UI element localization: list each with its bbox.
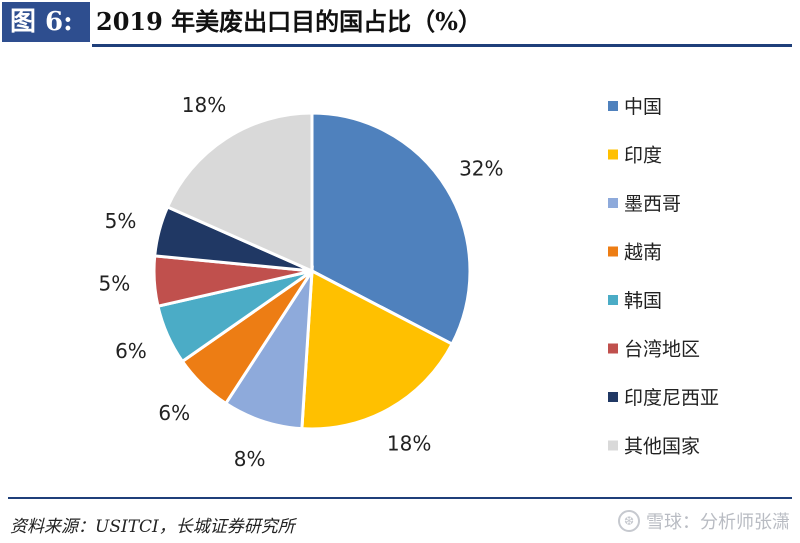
pie-percent-label: 18% <box>387 432 431 456</box>
pie-percent-label: 5% <box>99 272 131 296</box>
header: 图 6: 2019 年美废出口目的国占比（%） <box>0 0 800 48</box>
pie-percent-label: 6% <box>158 401 190 425</box>
pie-slice-8 <box>165 111 314 274</box>
pie-percent-label: 6% <box>115 339 147 363</box>
chart-title: 2019 年美废出口目的国占比（%） <box>96 7 482 36</box>
footer-rule <box>8 497 792 499</box>
legend-swatch <box>608 246 618 257</box>
pie-percent-label: 32% <box>459 156 503 180</box>
legend-label: 印度 <box>624 145 662 167</box>
legend-label: 韩国 <box>624 290 662 312</box>
pie-percent-label: 18% <box>182 93 226 117</box>
legend-swatch <box>608 343 618 354</box>
watermark-text: 雪球：分析师张潇 <box>646 512 790 533</box>
legend-swatch <box>608 392 618 402</box>
legend-label: 越南 <box>624 242 662 264</box>
pie-slices <box>152 111 472 431</box>
figure-label: 图 6: <box>2 2 90 42</box>
legend-label: 台湾地区 <box>624 339 700 361</box>
legend-label: 中国 <box>624 96 662 118</box>
legend-swatch <box>608 101 618 111</box>
legend-label: 墨西哥 <box>624 193 681 215</box>
pie-slice-1 <box>310 111 472 347</box>
legend-label: 其他国家 <box>624 436 700 458</box>
pie-percent-label: 8% <box>234 447 266 471</box>
legend-swatch <box>608 198 618 208</box>
snowball-logo-icon: ❆ <box>618 510 640 532</box>
pie-percent-label: 5% <box>105 209 137 233</box>
title-rule <box>92 44 792 47</box>
legend-swatch <box>608 295 618 305</box>
pie-chart: 32% 18% 8% 6% 6% 5% 5% 18% 中国印度墨西哥越南韩国台湾地区印度尼西亚… <box>99 93 719 471</box>
percent-labels: 32% 18% 8% 6% 6% 5% 5% 18% <box>99 93 504 471</box>
legend-swatch <box>608 149 618 160</box>
source-note: 资料来源：USITCI，长城证券研究所 <box>10 517 295 537</box>
pie-slice-2 <box>300 268 455 431</box>
legend-swatch <box>608 440 618 451</box>
legend-label: 印度尼西亚 <box>624 387 719 409</box>
watermark: ❆ 雪球：分析师张潇 <box>618 508 790 534</box>
